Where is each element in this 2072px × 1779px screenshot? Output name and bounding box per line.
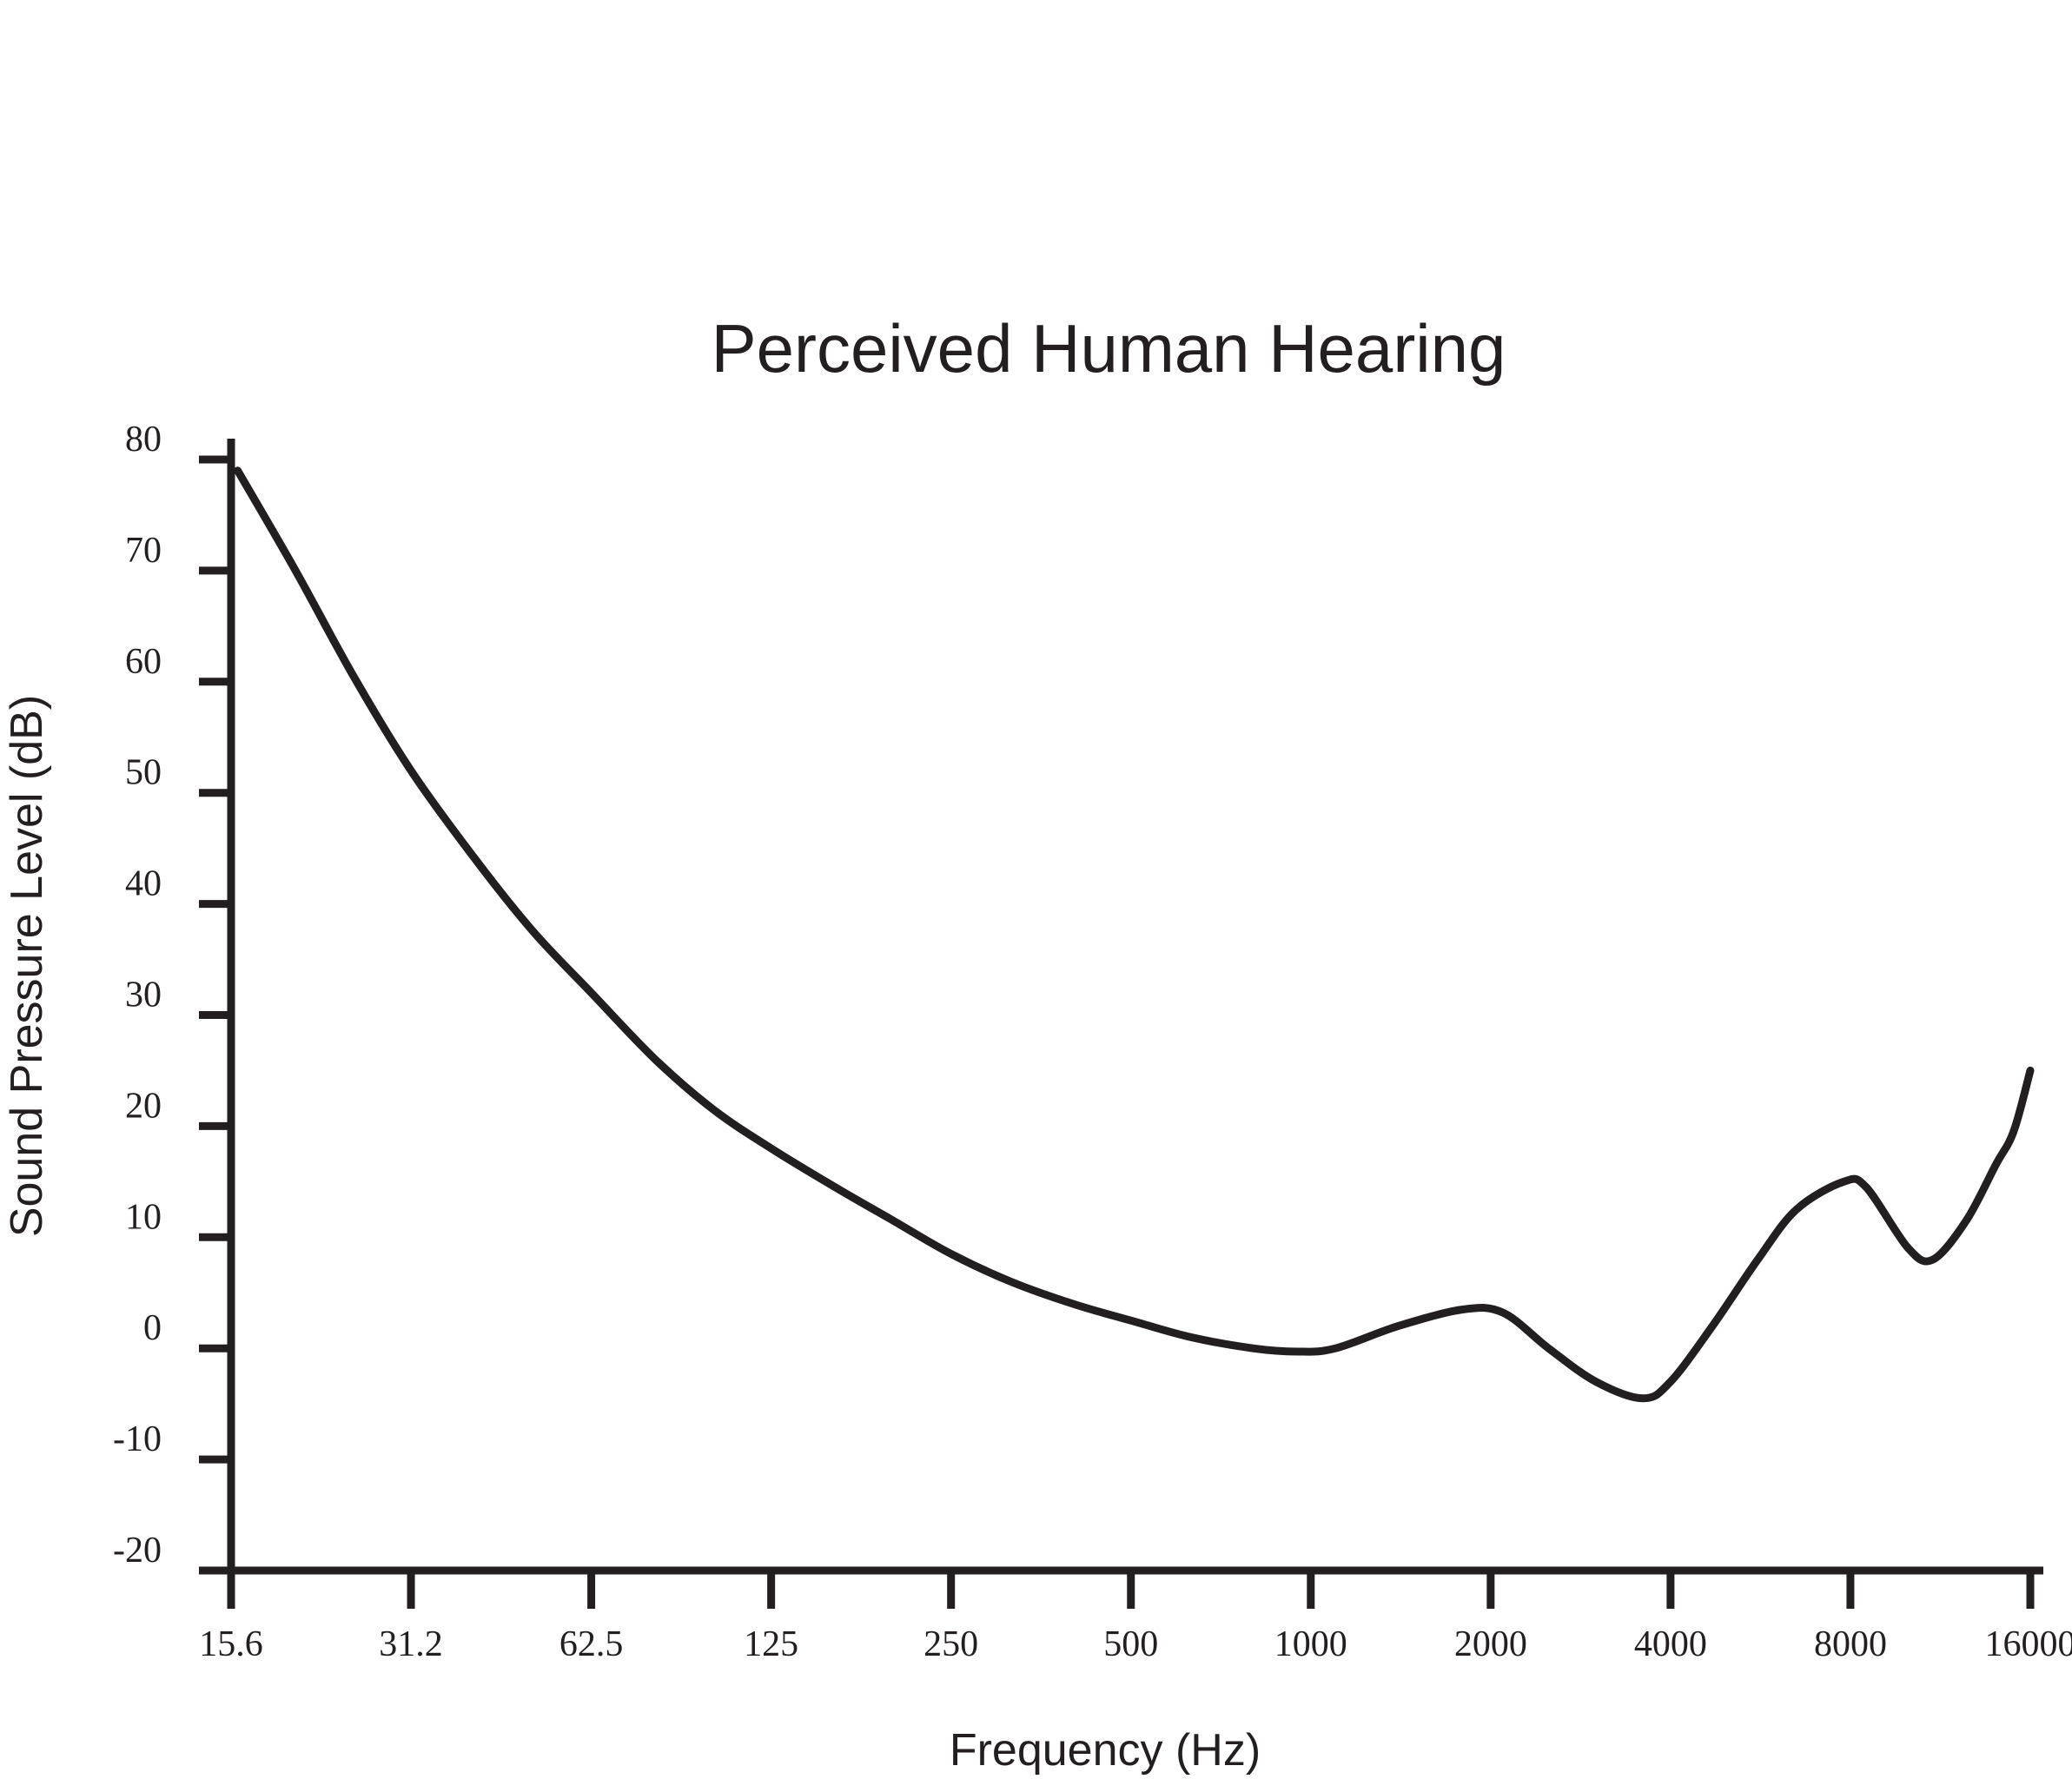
x-tick-label: 31.2 bbox=[379, 1624, 443, 1664]
y-tick-label: 10 bbox=[125, 1197, 162, 1237]
hearing-threshold-curve bbox=[234, 466, 2035, 1403]
y-tick-label: 50 bbox=[125, 753, 162, 793]
x-tick-label: 500 bbox=[1103, 1624, 1158, 1664]
y-tick-label: 70 bbox=[125, 531, 162, 571]
chart-title: Perceived Human Hearing bbox=[712, 310, 1506, 387]
x-tick-label: 2000 bbox=[1454, 1624, 1527, 1664]
axes bbox=[199, 439, 2043, 1577]
x-ticks: 15.6 31.2 62.5 125 250 500 1000 2000 4000 8000 160… bbox=[199, 1571, 2072, 1664]
x-tick-label: 1000 bbox=[1274, 1624, 1347, 1664]
y-ticks: 80 70 60 50 40 30 20 10 0 -10 -20 bbox=[113, 420, 231, 1575]
x-tick-label: 4000 bbox=[1634, 1624, 1707, 1664]
x-tick-label: 62.5 bbox=[559, 1624, 624, 1664]
y-tick-label: 0 bbox=[143, 1308, 162, 1348]
x-tick-label: 15.6 bbox=[199, 1624, 263, 1664]
y-axis-label: Sound Pressure Level (dB) bbox=[2, 695, 52, 1237]
y-tick-label: -10 bbox=[113, 1419, 162, 1459]
x-tick-label: 8000 bbox=[1814, 1624, 1887, 1664]
y-tick-label: 60 bbox=[125, 642, 162, 682]
x-axis-label: Frequency (Hz) bbox=[950, 1725, 1261, 1776]
y-tick-label: 80 bbox=[125, 420, 162, 460]
y-tick-label: 20 bbox=[125, 1086, 162, 1126]
x-tick-label: 250 bbox=[923, 1624, 978, 1664]
y-tick-label: -20 bbox=[113, 1531, 162, 1571]
x-tick-label: 125 bbox=[744, 1624, 798, 1664]
x-tick-label: 16000 bbox=[1985, 1624, 2072, 1664]
y-tick-label: 30 bbox=[125, 975, 162, 1015]
y-tick-label: 40 bbox=[125, 864, 162, 904]
